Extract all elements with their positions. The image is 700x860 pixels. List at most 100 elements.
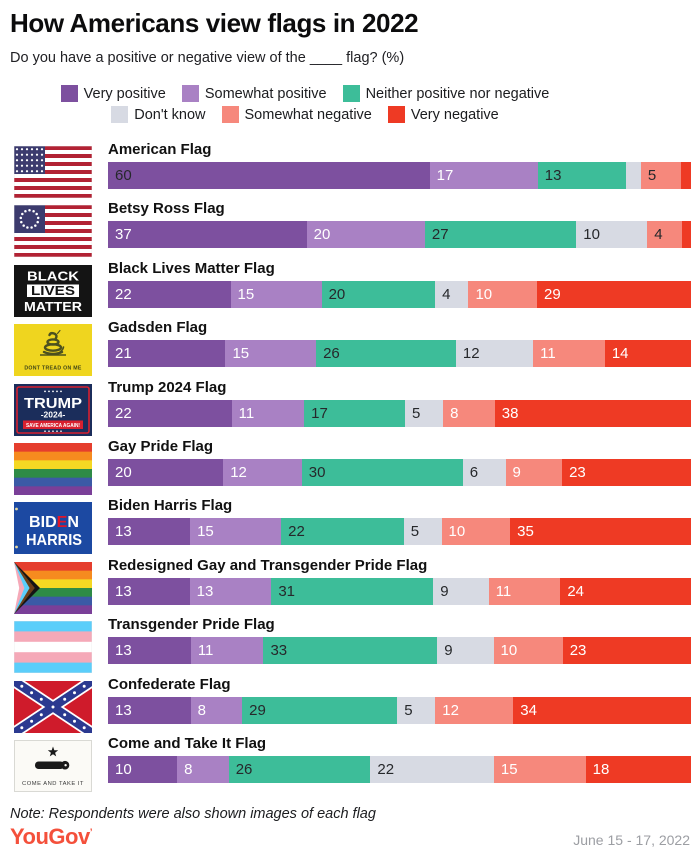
bar-value-label: 9 [512, 463, 521, 481]
bar-value-label: 22 [115, 285, 132, 303]
bar-value-label: 11 [495, 582, 512, 600]
legend-label: Neither positive nor negative [365, 85, 550, 102]
bar-segment-somewhat-positive: 12 [223, 458, 302, 486]
yougov-logo: YouGov’ [10, 824, 93, 850]
bar-value-label: 17 [311, 404, 328, 422]
flag-image-confederate-icon [14, 680, 92, 733]
bar-segment-somewhat-positive: 20 [306, 221, 425, 249]
flag-row: DONT TREAD ON ME Gadsden Flag 21 15 26 12 11 14 [0, 318, 700, 377]
flag-name: Trump 2024 Flag [108, 378, 227, 396]
bar-segment-very-positive: 10 [108, 755, 178, 783]
svg-text:MATTER: MATTER [24, 299, 83, 314]
bar-segment-neither-positive-nor-negative: 27 [424, 221, 577, 249]
bar-value-label: 5 [647, 167, 657, 184]
flag-image-come-and-take-it-icon: COME AND TAKE IT [14, 739, 92, 792]
flag-row: American Flag 60 17 13 5 [0, 140, 700, 199]
bar-segment-somewhat-positive: 17 [429, 162, 538, 189]
bar-segment-very-positive: 21 [108, 340, 226, 368]
flag-name: Gay Pride Flag [108, 437, 214, 455]
bar-segment-neither-positive-nor-negative: 30 [301, 458, 463, 486]
legend-row: Very positive Somewhat positive Neither po… [60, 85, 550, 102]
bar-value-label: 37 [115, 226, 132, 244]
bar-segment-very-positive: 20 [108, 458, 224, 486]
bar-segment-somewhat-negative: 11 [488, 577, 561, 605]
bar-value-label: 5 [404, 701, 413, 719]
bar-segment-neither-positive-nor-negative: 31 [271, 577, 434, 605]
bar-segment-very-negative: 23 [562, 458, 691, 486]
bar-segment-don-t-know: 5 [403, 518, 442, 546]
bar-value-label: 14 [611, 345, 629, 363]
bar-value-label: 60 [115, 167, 132, 184]
bar-segment-somewhat-positive: 15 [225, 340, 317, 368]
stacked-bar: 20 12 30 6 9 23 [108, 458, 691, 486]
legend-item: Somewhat negative [221, 106, 372, 123]
bar-segment-don-t-know: 5 [405, 399, 444, 427]
flag-image-blm-icon: BLACK LIVES MATTER [14, 264, 92, 317]
bar-segment-don-t-know: 12 [455, 340, 534, 368]
bar-segment-somewhat-negative: 9 [505, 458, 563, 486]
bar-value-label: 10 [500, 642, 518, 660]
bar-segment-somewhat-positive: 8 [190, 696, 243, 724]
bar-value-label: 22 [288, 523, 305, 541]
bar-segment-don-t-know: 4 [435, 280, 469, 308]
stacked-bar: 13 13 31 9 11 24 [108, 577, 692, 605]
bar-segment-don-t-know: 5 [397, 696, 436, 724]
bar-value-label: 20 [115, 463, 132, 481]
svg-text:SAVE AMERICA AGAIN!: SAVE AMERICA AGAIN! [26, 423, 80, 429]
bar-value-label: 10 [475, 285, 493, 303]
legend-label: Don't know [134, 106, 206, 123]
bar-segment-neither-positive-nor-negative: 26 [228, 755, 371, 783]
footnote: Note: Respondents were also shown images… [10, 806, 376, 822]
flag-name: Transgender Pride Flag [108, 616, 275, 634]
brand-registered-mark: ’ [89, 827, 93, 839]
flag-name: Black Lives Matter Flag [108, 259, 275, 277]
svg-text:COME AND TAKE IT: COME AND TAKE IT [22, 781, 84, 787]
legend-item: Somewhat positive [181, 85, 327, 102]
bar-segment-don-t-know: 6 [462, 458, 506, 486]
bar-value-label: 22 [377, 760, 395, 778]
bar-segment-very-positive: 13 [108, 637, 191, 665]
bar-value-label: 27 [431, 226, 449, 244]
flag-name: Redesigned Gay and Transgender Pride Fla… [108, 556, 428, 574]
bar-value-label: 8 [450, 404, 459, 422]
bar-segment-neither-positive-nor-negative: 17 [304, 399, 406, 427]
stacked-bar: 22 15 20 4 10 29 [108, 280, 692, 308]
bar-value-label: 11 [197, 642, 214, 660]
flag-image-biden-harris-icon: BIDEN HARRIS [14, 502, 92, 555]
page-title: How Americans view flags in 2022 [10, 8, 419, 38]
flag-name: Gadsden Flag [108, 319, 208, 337]
bar-segment-very-positive: 22 [108, 280, 231, 308]
bar-value-label: 10 [583, 226, 600, 244]
bar-segment-neither-positive-nor-negative: 22 [281, 518, 404, 546]
bar-segment-very-negative: 38 [494, 399, 691, 427]
bar-segment-very-negative: 29 [537, 280, 692, 308]
bar-value-label: 6 [469, 463, 479, 481]
bar-segment-don-t-know [626, 162, 641, 189]
bar-value-label: 13 [115, 642, 132, 660]
bar-segment-neither-positive-nor-negative: 26 [316, 340, 456, 368]
stacked-bar: 21 15 26 12 11 14 [108, 340, 691, 368]
flag-row: BLACK LIVES MATTER Black Lives Matter Fla… [0, 259, 700, 318]
bar-value-label: 26 [323, 345, 340, 363]
bar-segment-somewhat-negative: 15 [493, 755, 586, 783]
bar-segment-somewhat-positive: 11 [231, 399, 305, 427]
chart-subtitle: Do you have a positive or negative view … [10, 50, 405, 66]
bar-value-label: 34 [520, 701, 537, 719]
bar-value-label: 23 [569, 642, 587, 660]
bar-segment-don-t-know: 9 [437, 637, 494, 665]
bar-segment-somewhat-negative: 10 [468, 280, 538, 308]
flag-row: Betsy Ross Flag 37 20 27 10 4 [0, 199, 700, 258]
bar-segment-somewhat-positive: 8 [177, 755, 229, 783]
legend-item: Neither positive nor negative [342, 85, 550, 102]
bar-segment-very-negative: 23 [562, 637, 691, 665]
bar-segment-very-negative [681, 162, 691, 189]
flag-name: Biden Harris Flag [108, 497, 233, 515]
svg-text:BIDEN: BIDEN [29, 514, 79, 531]
survey-date-range: June 15 - 17, 2022 [573, 832, 690, 848]
bar-value-label: 29 [544, 285, 561, 303]
bar-segment-very-negative [681, 221, 691, 249]
svg-text:DONT TREAD ON ME: DONT TREAD ON ME [24, 366, 81, 372]
svg-text:HARRIS: HARRIS [26, 532, 82, 549]
bar-value-label: 33 [270, 642, 288, 660]
